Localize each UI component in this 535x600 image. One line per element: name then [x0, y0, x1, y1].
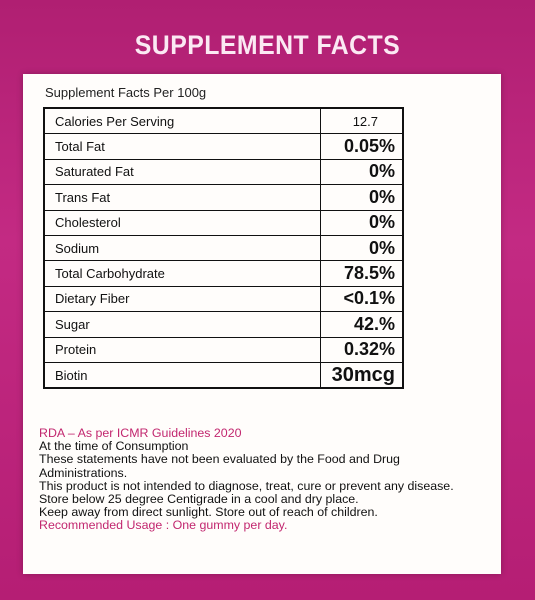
nutrient-name: Saturated Fat [43, 158, 321, 186]
note-line: Store below 25 degree Centigrade in a co… [39, 492, 359, 507]
nutrient-value: 0.05% [320, 133, 404, 160]
nutrient-value: 0% [320, 209, 404, 236]
nutrient-value: 0.32% [320, 336, 404, 363]
table-row: Sodium 0% [43, 234, 404, 262]
nutrient-name: Sugar [43, 311, 321, 338]
rda-note: RDA – As per ICMR Guidelines 2020 [39, 426, 242, 440]
nutrient-value: 0% [320, 184, 404, 211]
note-line: These statements have not been evaluated… [39, 452, 400, 480]
table-row: Total Carbohydrate 78.5% [43, 260, 404, 287]
table-row: Dietary Fiber <0.1% [43, 285, 404, 313]
table-row: Trans Fat 0% [43, 184, 404, 211]
table-row: Cholesterol 0% [43, 209, 404, 236]
nutrient-value: 0% [320, 158, 404, 186]
nutrient-name: Cholesterol [43, 209, 321, 236]
nutrient-name: Trans Fat [43, 184, 321, 211]
facts-table: Calories Per Serving 12.7 Total Fat 0.05… [43, 107, 404, 390]
recommended-usage: Recommended Usage : One gummy per day. [39, 518, 288, 533]
note-line: This product is not intended to diagnose… [39, 478, 454, 493]
nutrient-name: Total Carbohydrate [43, 260, 321, 287]
note-line: At the time of Consumption [39, 439, 189, 454]
nutrient-value: 78.5% [320, 260, 404, 287]
nutrient-value: 12.7 [320, 107, 404, 135]
nutrient-name: Sodium [43, 234, 321, 262]
note-line: Keep away from direct sunlight. Store ou… [39, 505, 378, 520]
nutrient-name: Total Fat [43, 133, 321, 160]
nutrient-name: Biotin [43, 361, 321, 389]
table-row: Protein 0.32% [43, 336, 404, 363]
nutrient-value: 30mcg [320, 361, 404, 389]
nutrient-value: 0% [320, 234, 404, 262]
nutrient-value: 42.% [320, 311, 404, 338]
table-row: Biotin 30mcg [43, 361, 404, 389]
nutrient-name: Calories Per Serving [43, 107, 321, 135]
table-row: Total Fat 0.05% [43, 133, 404, 160]
table-row: Calories Per Serving 12.7 [43, 107, 404, 135]
table-row: Sugar 42.% [43, 311, 404, 338]
page-title: SUPPLEMENT FACTS [134, 30, 401, 60]
nutrient-value: <0.1% [320, 285, 404, 313]
supplement-facts-panel: Supplement Facts Per 100g Calories Per S… [23, 74, 501, 574]
nutrient-name: Protein [43, 336, 321, 363]
panel-header: Supplement Facts Per 100g [45, 85, 207, 100]
label-notes: RDA – As per ICMR Guidelines 2020 At the… [39, 426, 489, 533]
table-row: Saturated Fat 0% [43, 158, 404, 186]
nutrient-name: Dietary Fiber [43, 285, 321, 313]
